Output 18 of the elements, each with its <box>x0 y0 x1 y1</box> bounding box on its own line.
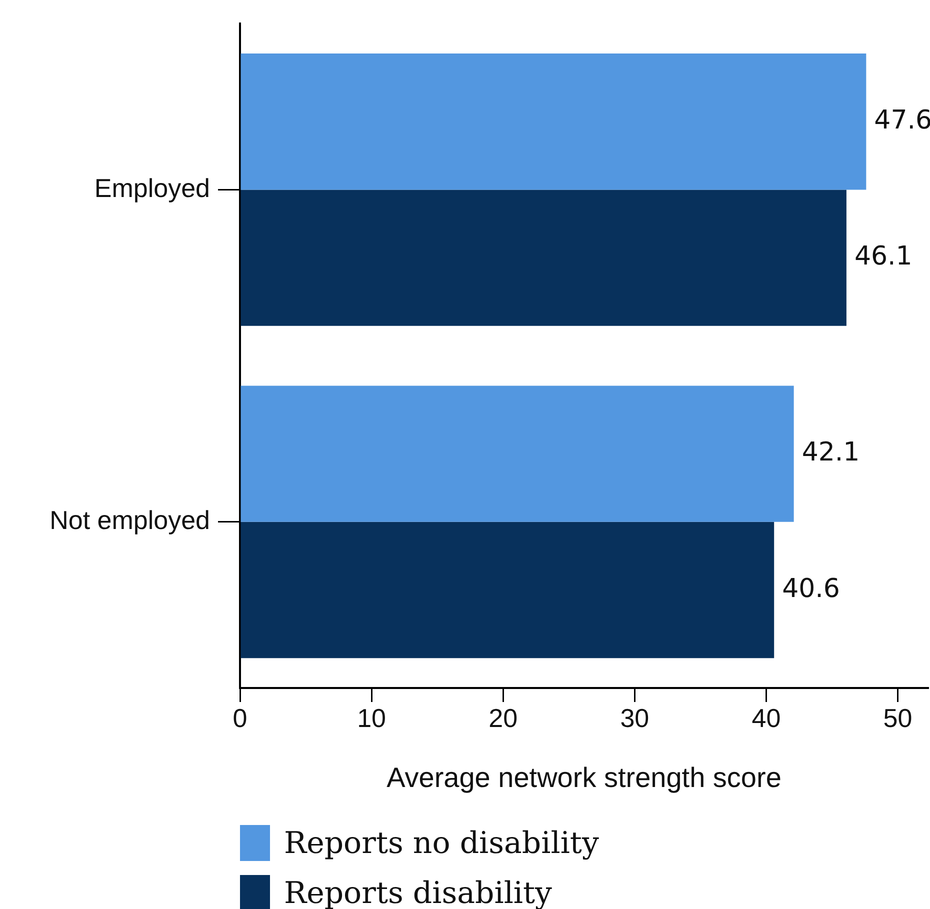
legend-label: Reports no disability <box>284 826 599 860</box>
x-axis-title: Average network strength score <box>386 762 782 793</box>
y-tick-label: Not employed <box>50 505 210 536</box>
legend-label: Reports disability <box>284 876 552 909</box>
bar <box>240 190 846 326</box>
data-label: 42.1 <box>802 438 860 468</box>
x-tick-label: 40 <box>752 702 781 733</box>
x-tick-label: 0 <box>232 702 248 733</box>
bar <box>240 54 866 190</box>
x-tick-label: 50 <box>883 702 912 733</box>
x-tick-label: 10 <box>357 702 386 733</box>
data-label: 46.1 <box>854 242 912 272</box>
bar <box>240 386 794 522</box>
y-tick-label: Employed <box>94 172 210 203</box>
x-tick-label: 20 <box>488 702 518 733</box>
data-label: 40.6 <box>782 574 840 604</box>
x-tick-label: 30 <box>620 702 650 733</box>
bar <box>240 522 774 658</box>
